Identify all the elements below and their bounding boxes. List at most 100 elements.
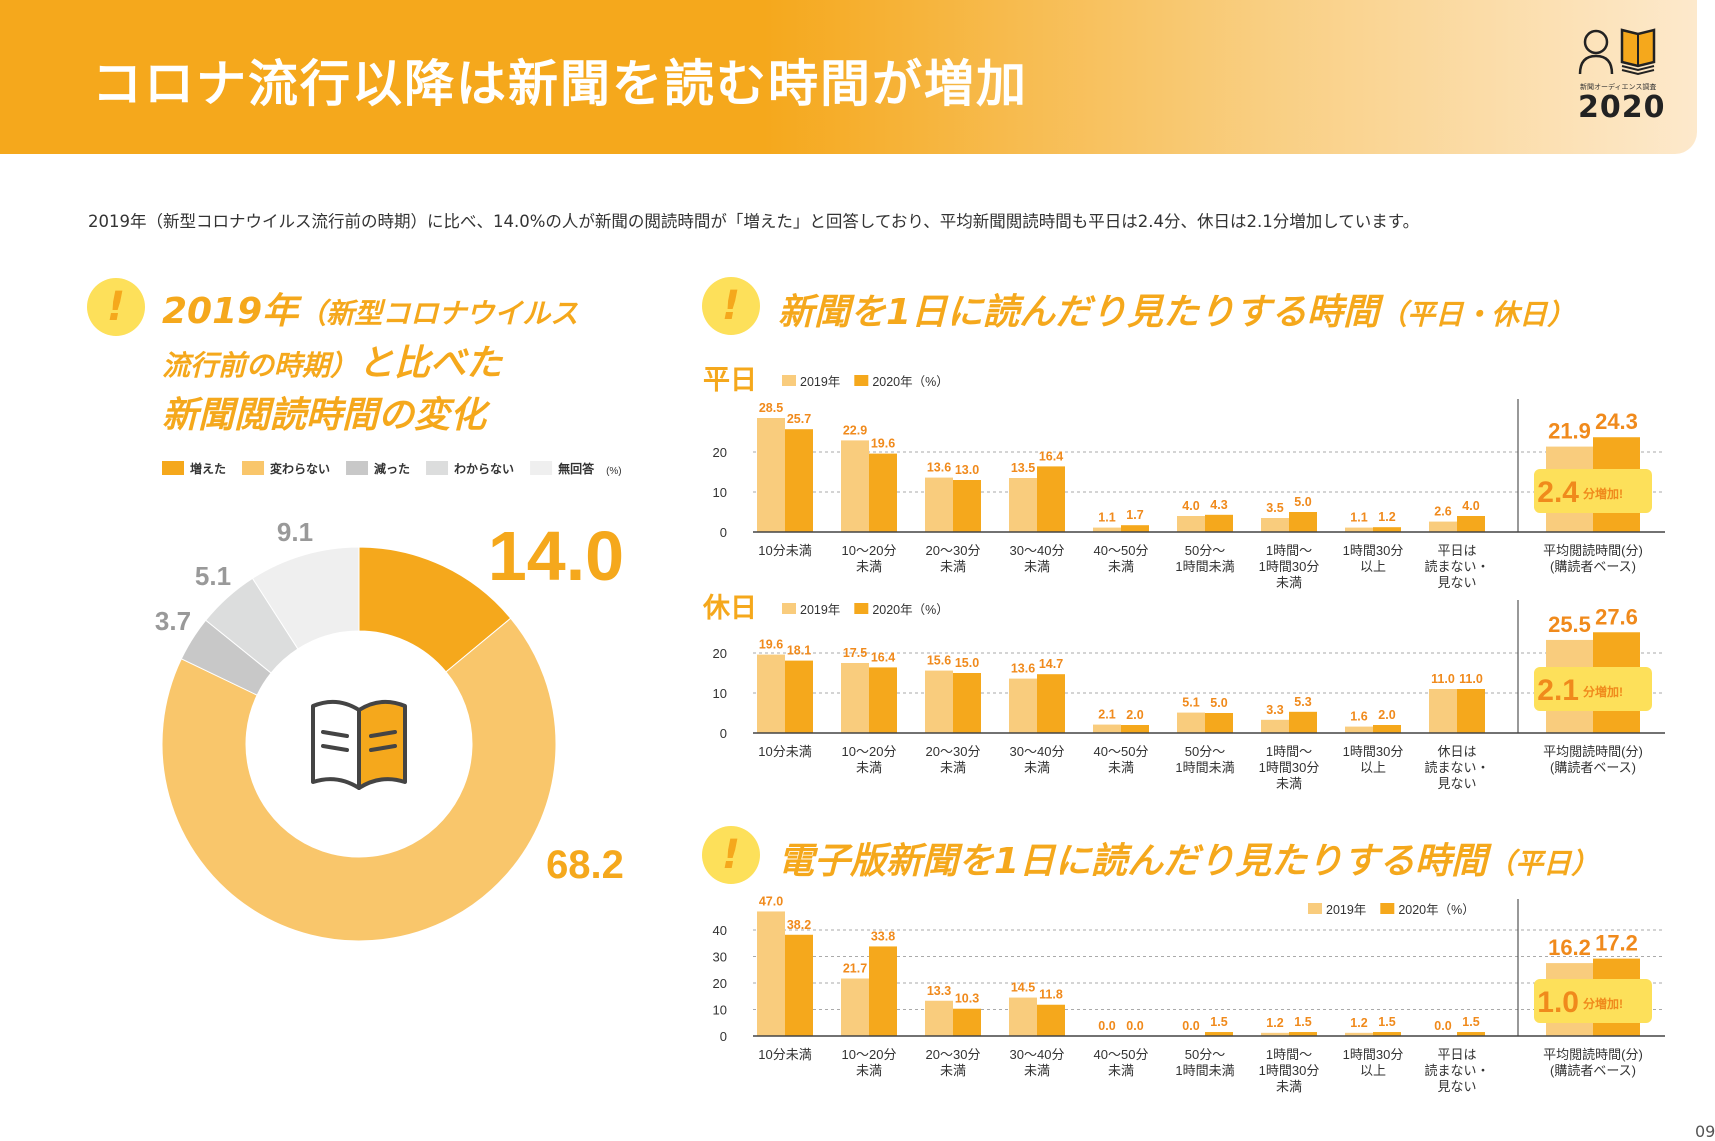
donut-value-label: 3.7 (155, 606, 191, 636)
heading-text: 電子版新聞を1日に読んだり見たりする時間 (778, 841, 1488, 882)
y-tick-label: 0 (720, 525, 727, 540)
y-tick-label: 0 (720, 726, 727, 741)
average-value-label: 21.9 (1548, 419, 1591, 444)
legend-label: 2020年（%） (872, 375, 948, 389)
bar-2019年 (841, 440, 869, 532)
bar-2019年 (1093, 527, 1121, 532)
exclamation-icon: ! (702, 826, 760, 884)
book-right-page (357, 699, 407, 790)
bar-value-label: 15.0 (955, 656, 979, 670)
bar-value-label: 1.6 (1350, 710, 1367, 724)
legend-swatch (1308, 903, 1322, 914)
legend-swatch (854, 375, 869, 386)
legend-swatch (782, 375, 796, 386)
increase-callout (1534, 667, 1652, 711)
y-tick-label: 10 (713, 1003, 727, 1018)
legend-label: 減った (374, 461, 410, 476)
legend-label: 2019年 (800, 603, 840, 617)
donut-value-label: 68.2 (546, 843, 624, 887)
category-label: 50分～ (1185, 744, 1225, 759)
category-label: 未満 (856, 559, 882, 574)
category-label: 30～40分 (1010, 543, 1065, 558)
exclamation-icon: ! (702, 277, 760, 335)
category-label: 1時間30分 (1259, 1063, 1320, 1078)
category-label: 10～20分 (842, 744, 897, 759)
logo-subtitle: 新聞オーディエンス調査 (1580, 83, 1657, 91)
average-value-label: 16.2 (1548, 935, 1591, 960)
bar-value-label: 5.0 (1294, 495, 1311, 509)
bar-2019年 (1177, 712, 1205, 733)
bar-value-label: 4.3 (1210, 498, 1227, 512)
y-tick-label: 20 (713, 445, 727, 460)
category-label: 未満 (940, 1063, 966, 1078)
bar-2020年 (1289, 512, 1317, 532)
survey-logo: 新聞オーディエンス調査 2020 (1572, 26, 1668, 130)
book-text-line (369, 744, 397, 752)
bar-value-label: 13.5 (1011, 461, 1035, 475)
bar-2020年 (1121, 525, 1149, 532)
heading-text: 2019年 (162, 291, 299, 332)
bar-2020年 (785, 660, 813, 733)
increase-value: 2.1 (1537, 674, 1579, 707)
bar-value-label: 0.0 (1098, 1019, 1115, 1033)
heading-text: （平日） (1487, 847, 1600, 880)
category-label: 10～20分 (842, 1047, 897, 1062)
legend-unit: (%) (606, 466, 622, 477)
legend-label: 無回答 (558, 461, 595, 476)
bar-2020年 (869, 946, 897, 1036)
bar-2020年 (1037, 466, 1065, 532)
bar-value-label: 5.1 (1182, 696, 1199, 710)
bar-value-label: 18.1 (787, 644, 811, 658)
category-label: 1時間未満 (1175, 760, 1234, 775)
bar-2019年 (1261, 518, 1289, 532)
increase-callout (1534, 469, 1652, 513)
exclamation-icon: ! (87, 278, 145, 336)
bar-2020年 (1205, 1032, 1233, 1036)
bar-2020年 (953, 1008, 981, 1036)
legend-label: 増えた (190, 461, 226, 476)
bar-value-label: 1.5 (1210, 1015, 1227, 1029)
bar-value-label: 1.2 (1266, 1016, 1283, 1030)
category-label: 平日は (1437, 543, 1476, 558)
book-text-line (321, 744, 349, 752)
bar-value-label: 38.2 (787, 918, 811, 932)
legend-label: 2019年 (800, 375, 840, 389)
bar-value-label: 19.6 (759, 638, 783, 652)
bar-2020年 (1037, 674, 1065, 733)
category-label: 40～50分 (1094, 1047, 1149, 1062)
book-text-line (321, 730, 349, 738)
average-value-label: 27.6 (1595, 604, 1638, 629)
bar-2019年 (925, 1000, 953, 1036)
category-label: 20～30分 (926, 744, 981, 759)
y-tick-label: 40 (713, 923, 727, 938)
bar-2020年 (953, 673, 981, 733)
category-label: 1時間30分 (1343, 1047, 1404, 1062)
category-label: 20～30分 (926, 1047, 981, 1062)
category-label: 20～30分 (926, 543, 981, 558)
bar-2020年 (1121, 725, 1149, 733)
bar-value-label: 11.0 (1431, 672, 1455, 686)
category-label: 10分未満 (758, 1047, 811, 1062)
bar-value-label: 0.0 (1182, 1019, 1199, 1033)
bar-2019年 (1345, 1032, 1373, 1036)
bar-value-label: 4.0 (1462, 499, 1479, 513)
average-label: (購読者ベース) (1550, 760, 1636, 775)
category-label: 見ない (1437, 776, 1476, 791)
bar-value-label: 28.5 (759, 401, 783, 415)
bar-2020年 (1373, 1032, 1401, 1036)
heading-text: 流行前の時期） (162, 349, 359, 382)
bar-value-label: 1.5 (1462, 1015, 1479, 1029)
increase-suffix: 分増加! (1583, 996, 1623, 1011)
digital-heading: 電子版新聞を1日に読んだり見たりする時間（平日） (778, 832, 1599, 884)
bar-value-label: 19.6 (871, 437, 895, 451)
category-label: 以上 (1360, 559, 1386, 574)
donut-value-label: 5.1 (195, 561, 231, 591)
bar-2020年 (1373, 725, 1401, 733)
bar-value-label: 5.0 (1210, 696, 1227, 710)
legend-label: 2020年（%） (872, 603, 948, 617)
category-label: 読まない・ (1424, 1063, 1489, 1078)
legend-swatch (162, 461, 184, 475)
bar-2020年 (1205, 713, 1233, 733)
page-number: 09 (1695, 1122, 1715, 1141)
donut-value-label: 9.1 (277, 517, 313, 547)
